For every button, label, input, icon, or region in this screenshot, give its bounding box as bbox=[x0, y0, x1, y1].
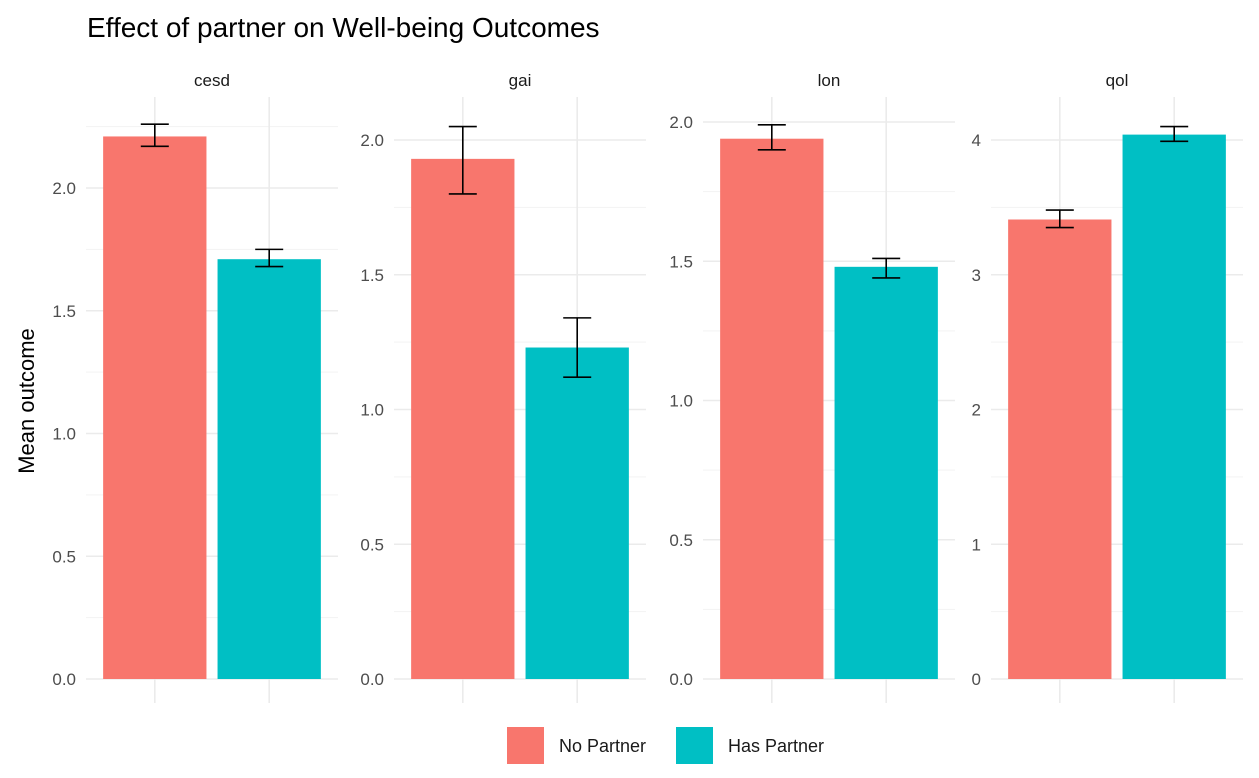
legend: No Partner Has Partner bbox=[507, 727, 824, 764]
facet-label: lon bbox=[818, 71, 841, 90]
y-tick-label: 1.0 bbox=[669, 392, 693, 411]
error-bar bbox=[448, 125, 477, 195]
bar-gai-no-partner bbox=[411, 158, 515, 680]
bar-qol-has-partner bbox=[1122, 134, 1226, 680]
legend-label: No Partner bbox=[559, 736, 646, 756]
chart-title: Effect of partner on Well-being Outcomes bbox=[87, 12, 600, 43]
y-tick-label: 2.0 bbox=[360, 131, 384, 150]
error-bar bbox=[563, 317, 592, 378]
y-tick-label: 1.5 bbox=[669, 252, 693, 271]
facet-panel-gai: 0.0 0.5 1.0 1.5 2.0 gai bbox=[360, 71, 646, 703]
error-bar bbox=[757, 123, 786, 151]
error-bar bbox=[140, 123, 169, 148]
y-tick-label: 1 bbox=[972, 535, 981, 554]
legend-key-has-partner bbox=[676, 727, 713, 764]
bar-cesd-no-partner bbox=[103, 136, 207, 679]
facet-panels: 0.00.51.01.52.0cesd0.00.51.01.52.0gai0.0… bbox=[52, 71, 1243, 703]
facet-label: cesd bbox=[194, 71, 230, 90]
bar-qol-no-partner bbox=[1008, 219, 1112, 679]
facet-label: gai bbox=[509, 71, 532, 90]
error-bar bbox=[1160, 125, 1189, 143]
y-tick-label: 0.5 bbox=[360, 535, 384, 554]
error-bar bbox=[255, 248, 284, 268]
bar-lon-has-partner bbox=[834, 266, 938, 679]
facet-label: qol bbox=[1106, 71, 1129, 90]
y-tick-label: 0.0 bbox=[360, 670, 384, 689]
error-bar bbox=[1045, 209, 1074, 229]
y-tick-label: 0 bbox=[972, 670, 981, 689]
y-tick-label: 1.0 bbox=[360, 401, 384, 420]
y-tick-label: 1.0 bbox=[52, 425, 76, 444]
y-tick-label: 2 bbox=[972, 401, 981, 420]
y-tick-label: 2.0 bbox=[669, 113, 693, 132]
error-bar bbox=[872, 257, 901, 279]
y-axis-label: Mean outcome bbox=[14, 328, 39, 474]
y-tick-label: 3 bbox=[972, 266, 981, 285]
y-tick-label: 4 bbox=[972, 131, 981, 150]
bar-gai-has-partner bbox=[525, 347, 629, 679]
legend-label: Has Partner bbox=[728, 736, 824, 756]
legend-key-no-partner bbox=[507, 727, 544, 764]
bar-cesd-has-partner bbox=[217, 259, 321, 679]
y-tick-label: 0.5 bbox=[669, 531, 693, 550]
y-tick-label: 1.5 bbox=[360, 266, 384, 285]
facet-panel-lon: 0.0 0.5 1.0 1.5 2.0 lon bbox=[669, 71, 955, 703]
y-tick-label: 0.0 bbox=[52, 670, 76, 689]
y-tick-label: 0.5 bbox=[52, 547, 76, 566]
bar-lon-no-partner bbox=[720, 138, 824, 679]
y-tick-label: 2.0 bbox=[52, 179, 76, 198]
y-tick-label: 1.5 bbox=[52, 302, 76, 321]
facet-panel-qol: 0 1 2 3 4 qol bbox=[972, 71, 1243, 703]
y-tick-label: 0.0 bbox=[669, 670, 693, 689]
facet-panel-cesd: 0.0 0.5 1.0 1.5 2.0 cesd bbox=[52, 71, 338, 703]
